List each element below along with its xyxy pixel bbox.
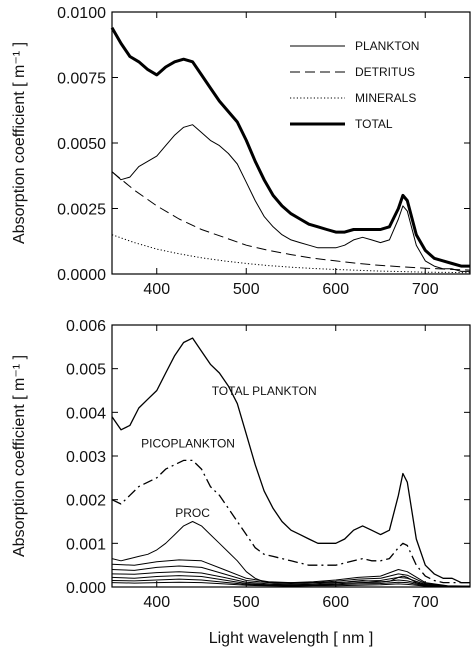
top-y-tick-label: 0.0075 [57,71,106,88]
top-x-tick-label: 600 [322,281,349,298]
top-y-tick-label: 0.0025 [57,202,106,219]
legend-label-total: TOTAL [355,117,393,131]
top-series-line-minerals [111,234,471,274]
legend-label-minerals: MINERALS [355,91,416,105]
bot-y-tick-label: 0.004 [66,405,106,422]
bot-series-line-4 [111,565,471,588]
bot-series-line-5 [111,571,471,588]
bottom-y-axis-label: Absorption coefficient [ m⁻¹ ] [11,355,28,557]
bot-x-tick-label: 600 [322,594,349,611]
bot-y-tick-label: 0.006 [66,318,106,335]
bottom-plot-frame [111,324,471,588]
top-series-line-detritus [111,171,471,271]
bot-y-tick-label: 0.002 [66,493,106,510]
bot-y-tick-label: 0.003 [66,449,106,466]
top-y-tick-label: 0.0000 [57,267,106,284]
top-x-tick-label: 400 [143,281,170,298]
annotation-total-plankton: TOTAL PLANKTON [212,384,317,398]
bot-y-tick-label: 0.005 [66,362,106,379]
x-axis-label: Light wavelength [ nm ] [209,630,374,647]
bot-x-tick-label: 400 [143,594,170,611]
bot-series-line-3 [111,559,471,587]
bot-series-line-0 [111,337,470,584]
annotation-proc: PROC [175,506,210,520]
top-series-line-total [110,26,470,268]
top-y-axis-label: Absorption coefficient [ m⁻¹ ] [11,42,28,244]
legend-label-plankton: PLANKTON [355,39,419,53]
bottom-chart-panel: 0.000 0.001 0.002 0.003 0.004 0.005 0.006 400 5… [11,318,471,647]
legend-label-detritus: DETRITUS [355,65,415,79]
top-series-line-plankton [111,124,470,272]
bot-series-line-1 [111,459,470,584]
bot-series-line-8 [111,581,471,588]
top-x-tick-label: 500 [233,281,260,298]
top-x-tick-label: 700 [412,281,439,298]
top-chart-panel: 0.0000 0.0025 0.0050 0.0075 0.0100 400 500 600… [11,5,471,298]
top-y-tick-label: 0.0050 [57,136,106,153]
bot-y-tick-label: 0.000 [66,580,106,597]
annotation-picoplankton: PICOPLANKTON [141,436,235,450]
top-legend: PLANKTON DETRITUS MINERALS TOTAL [290,39,419,131]
bot-x-tick-label: 500 [233,594,260,611]
top-y-tick-label: 0.0100 [57,5,106,22]
bot-x-tick-label: 700 [412,594,439,611]
bot-y-tick-label: 0.001 [66,536,106,553]
